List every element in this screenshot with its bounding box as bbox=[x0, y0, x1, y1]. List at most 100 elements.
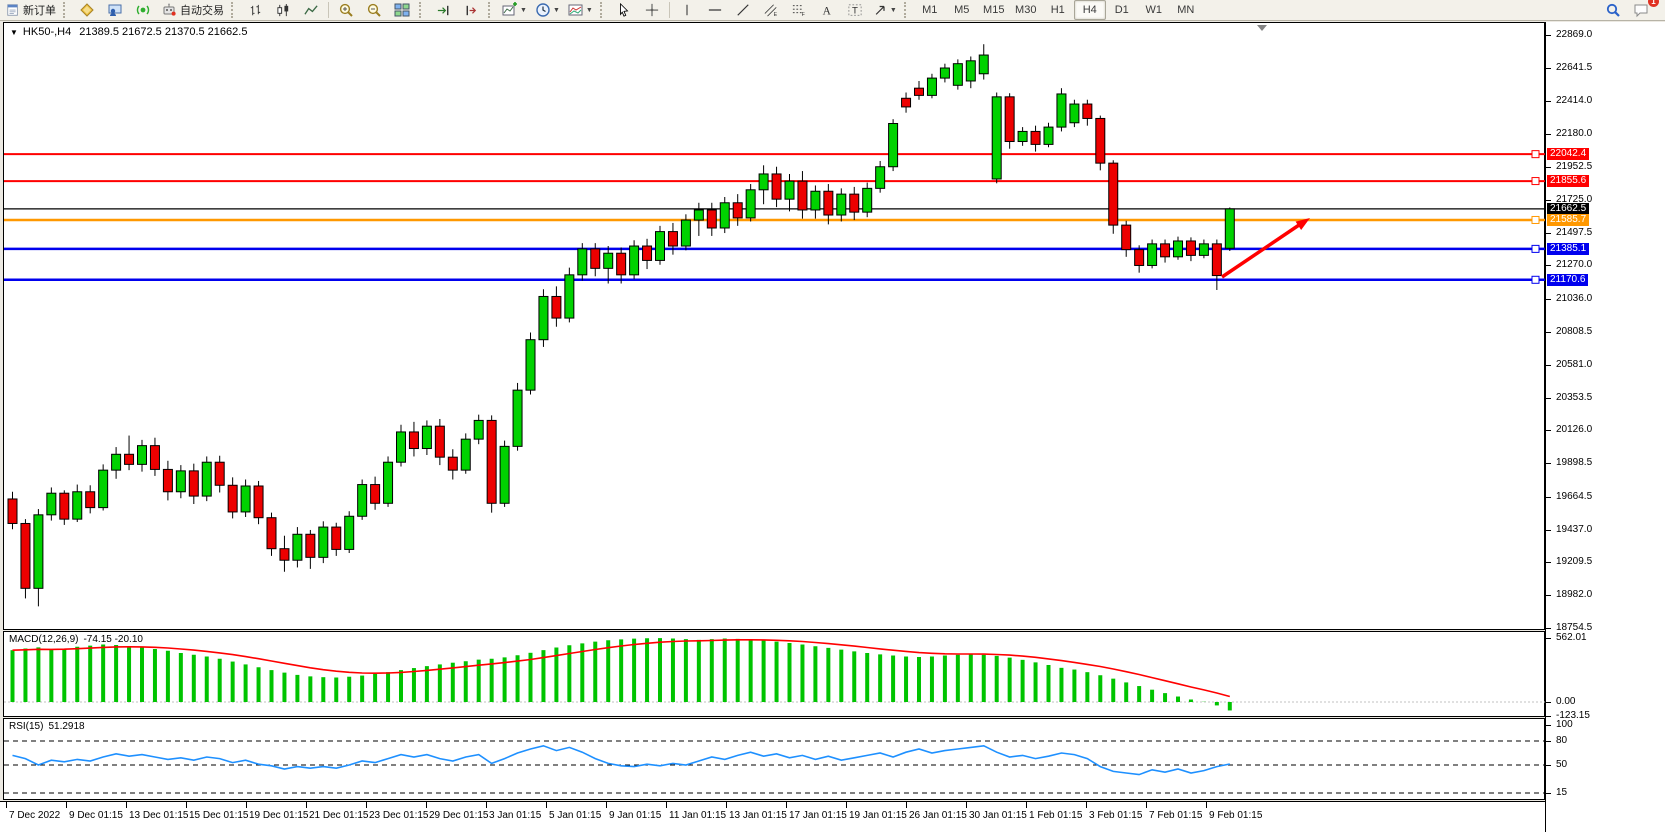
timeframe-M30[interactable]: M30 bbox=[1015, 4, 1037, 16]
price-tick-label: 19209.5 bbox=[1556, 556, 1593, 568]
tile-windows-icon bbox=[394, 2, 410, 18]
timeframe-H4[interactable]: H4 bbox=[1073, 0, 1106, 20]
time-tick-mark bbox=[666, 802, 667, 808]
price-tick-mark bbox=[1546, 463, 1551, 465]
trendline-icon bbox=[736, 3, 750, 17]
arrows-icon bbox=[873, 3, 888, 17]
zoom-out-button[interactable] bbox=[360, 0, 388, 20]
zoom-in-button[interactable] bbox=[332, 0, 360, 20]
trendline-button[interactable] bbox=[729, 0, 757, 20]
data-window-button[interactable] bbox=[101, 0, 129, 20]
time-tick-mark bbox=[966, 802, 967, 808]
time-tick-mark bbox=[306, 802, 307, 808]
price-tick-mark bbox=[1546, 430, 1551, 432]
price-tick-label: 18754.5 bbox=[1556, 622, 1593, 634]
text-button[interactable]: A bbox=[813, 0, 841, 20]
chevron-down-icon: ▼ bbox=[520, 6, 527, 14]
tile-windows-button[interactable] bbox=[388, 0, 416, 20]
time-tick-label: 15 Dec 01:15 bbox=[189, 810, 249, 821]
toolbar-grip bbox=[488, 2, 495, 18]
price-tick-label: 19898.5 bbox=[1556, 457, 1593, 469]
bar-chart-icon bbox=[248, 3, 263, 18]
time-tick-mark bbox=[366, 802, 367, 808]
timeframe-W1[interactable]: W1 bbox=[1145, 4, 1163, 16]
time-tick-mark bbox=[1086, 802, 1087, 808]
notifications-button[interactable]: 1 bbox=[1627, 0, 1659, 20]
time-tick-label: 17 Jan 01:15 bbox=[789, 810, 847, 821]
time-tick-label: 9 Dec 01:15 bbox=[69, 810, 123, 821]
time-tick-mark bbox=[1026, 802, 1027, 808]
price-tick-label: 21725.0 bbox=[1556, 193, 1593, 205]
price-tick-label: 19437.0 bbox=[1556, 523, 1593, 535]
price-tag: 21585.7 bbox=[1547, 213, 1590, 226]
time-tick-mark bbox=[126, 802, 127, 808]
time-tick-label: 23 Dec 01:15 bbox=[369, 810, 429, 821]
macd-panel[interactable]: MACD(12,26,9) -74.15 -20.10 bbox=[3, 631, 1545, 717]
timeframe-D1[interactable]: D1 bbox=[1114, 4, 1129, 16]
time-tick-label: 19 Jan 01:15 bbox=[849, 810, 907, 821]
templates-button[interactable]: ▼ bbox=[564, 0, 597, 20]
main-chart-panel[interactable]: ▼ HK50-,H4 21389.5 21672.5 21370.5 21662… bbox=[3, 22, 1545, 630]
timeframe-M1[interactable]: M1 bbox=[922, 4, 938, 16]
search-button[interactable] bbox=[1599, 0, 1627, 20]
equidistant-channel-button[interactable]: E bbox=[757, 0, 785, 20]
candlestick-chart-icon bbox=[276, 3, 291, 18]
timeframe-H1[interactable]: H1 bbox=[1050, 4, 1065, 16]
time-tick-label: 19 Dec 01:15 bbox=[249, 810, 309, 821]
macd-axis-label: 562.01 bbox=[1556, 631, 1587, 643]
candlestick-chart-button[interactable] bbox=[269, 0, 297, 20]
rsi-axis-tick bbox=[1546, 725, 1551, 726]
symbol-period-label: HK50-,H4 bbox=[22, 26, 72, 38]
timeframe-M5[interactable]: M5 bbox=[954, 4, 970, 16]
auto-scroll-button[interactable] bbox=[429, 0, 457, 20]
chart-dropdown-icon[interactable]: ▼ bbox=[10, 27, 18, 37]
new-chart-button[interactable]: ▼ bbox=[498, 0, 531, 20]
time-tick-label: 5 Jan 01:15 bbox=[549, 810, 602, 821]
price-tick-mark bbox=[1546, 167, 1551, 169]
price-tick-mark bbox=[1546, 595, 1551, 597]
chart-shift-button[interactable] bbox=[457, 0, 485, 20]
time-tick-label: 11 Jan 01:15 bbox=[669, 810, 727, 821]
price-tick-label: 21952.5 bbox=[1556, 161, 1593, 173]
rsi-axis-label: 50 bbox=[1556, 759, 1568, 770]
autotrading-button[interactable]: 自动交易 bbox=[157, 0, 228, 20]
market-watch-button[interactable] bbox=[73, 0, 101, 20]
vertical-line-button[interactable] bbox=[673, 0, 701, 20]
price-axis[interactable]: 22869.0 22641.5 22414.0 22180.0 21952.5 21725… bbox=[1545, 22, 1665, 832]
navigator-button[interactable] bbox=[129, 0, 157, 20]
price-tick-mark bbox=[1546, 364, 1551, 366]
time-tick-label: 9 Jan 01:15 bbox=[609, 810, 662, 821]
periods-button[interactable]: ▼ bbox=[531, 0, 564, 20]
horizontal-line-button[interactable] bbox=[701, 0, 729, 20]
cursor-button[interactable] bbox=[610, 0, 638, 20]
time-tick-mark bbox=[426, 802, 427, 808]
time-tick-label: 29 Dec 01:15 bbox=[429, 810, 489, 821]
price-tick-label: 21497.5 bbox=[1556, 226, 1593, 238]
text-label-button[interactable]: T bbox=[841, 0, 869, 20]
autotrading-icon bbox=[161, 2, 177, 18]
timeframe-group: M1 M5 M15 M30 H1 H4 D1 W1 MN bbox=[914, 0, 1202, 20]
rsi-panel[interactable]: RSI(15) 51.2918 bbox=[3, 718, 1545, 800]
toolbar-grip bbox=[599, 2, 607, 18]
time-axis[interactable]: 7 Dec 2022 9 Dec 01:15 13 Dec 01:15 15 Dec … bbox=[0, 801, 1545, 832]
arrows-button[interactable]: ▼ bbox=[869, 0, 901, 20]
macd-label: MACD(12,26,9) -74.15 -20.10 bbox=[9, 634, 143, 645]
price-tick-mark bbox=[1546, 134, 1551, 136]
navigator-icon bbox=[135, 2, 151, 18]
line-chart-button[interactable] bbox=[297, 0, 325, 20]
fibonacci-button[interactable]: F bbox=[785, 0, 813, 20]
price-tick-label: 20353.5 bbox=[1556, 391, 1593, 403]
time-tick-label: 3 Feb 01:15 bbox=[1089, 810, 1143, 821]
crosshair-button[interactable] bbox=[638, 0, 666, 20]
toolbar-grip bbox=[63, 2, 70, 18]
new-order-button[interactable]: 新订单 bbox=[2, 0, 60, 20]
timeframe-MN[interactable]: MN bbox=[1177, 4, 1195, 16]
templates-icon bbox=[568, 2, 584, 18]
timeframe-M15[interactable]: M15 bbox=[983, 4, 1005, 16]
bar-chart-button[interactable] bbox=[241, 0, 269, 20]
periods-clock-icon bbox=[535, 2, 551, 18]
time-tick-mark bbox=[1146, 802, 1147, 808]
new-chart-icon bbox=[502, 2, 518, 18]
time-tick-mark bbox=[6, 802, 7, 808]
